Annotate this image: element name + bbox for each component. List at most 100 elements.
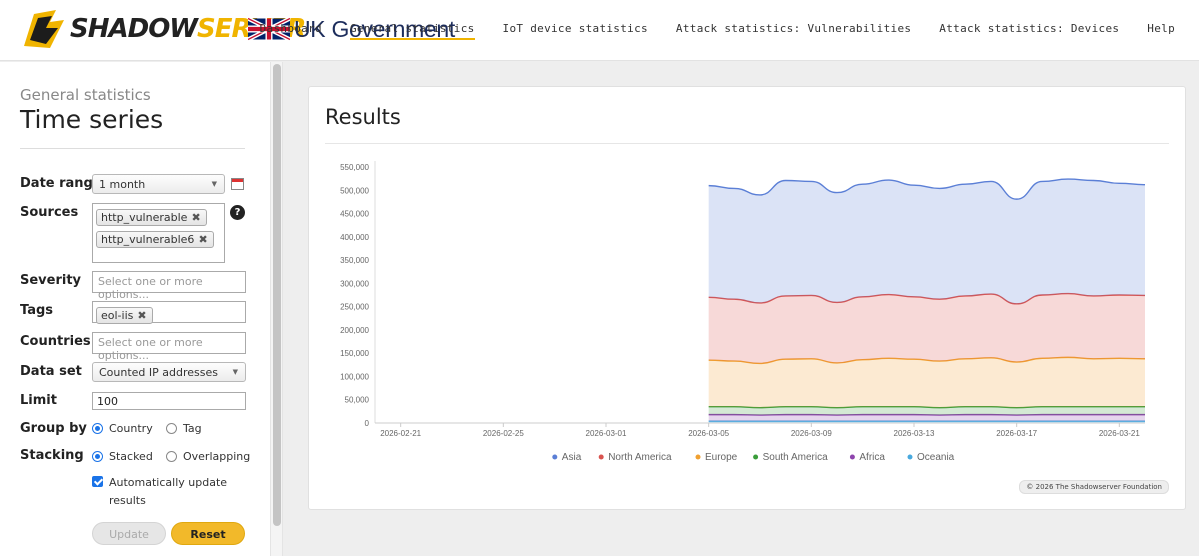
stacking-overlapping[interactable]: Overlapping [166, 450, 250, 463]
tags-label: Tags [20, 303, 54, 318]
area-north-america [708, 293, 1145, 364]
sources-label: Sources [20, 205, 79, 220]
remove-chip-icon[interactable]: ✖ [191, 211, 201, 224]
legend-marker [695, 454, 701, 460]
x-tick-label: 2026-03-21 [1099, 429, 1140, 438]
x-tick-label: 2026-03-09 [791, 429, 832, 438]
legend-marker [552, 454, 558, 460]
y-tick-label: 50,000 [345, 396, 370, 405]
stacking-label: Stacking [20, 448, 84, 463]
data-set-select[interactable]: Counted IP addresses ▼ [92, 362, 246, 382]
radio-button[interactable] [92, 451, 103, 462]
group-by-country[interactable]: Country [92, 422, 153, 435]
radio-label: Stacked [109, 450, 153, 463]
auto-update-label: Automatically update results [109, 476, 228, 507]
shadowserver-mark-icon [24, 10, 64, 48]
remove-chip-icon[interactable]: ✖ [198, 233, 208, 246]
results-divider [325, 143, 1169, 144]
legend-marker [598, 454, 604, 460]
help-icon[interactable]: ? [230, 205, 245, 220]
time-series-chart: 0 50,000 100,000 150,000 200,000 250,000 300,0… [340, 161, 1146, 463]
x-tick-label: 2026-02-21 [380, 429, 421, 438]
nav-attack-vulnerabilities[interactable]: Attack statistics: Vulnerabilities [675, 22, 912, 35]
legend-marker [849, 454, 855, 460]
remove-chip-icon[interactable]: ✖ [137, 309, 147, 322]
nav-attack-devices[interactable]: Attack statistics: Devices [939, 22, 1120, 35]
radio-label: Tag [183, 422, 202, 435]
page-title: Time series [20, 105, 164, 134]
y-tick-label: 0 [365, 419, 370, 428]
y-tick-label: 200,000 [340, 326, 369, 335]
x-tick-label: 2026-03-17 [996, 429, 1037, 438]
results-title: Results [325, 105, 401, 129]
results-panel: Results 0 50,000 100,000 150,000 200,000 250,… [308, 86, 1186, 510]
main-nav: Dashboard General statistics IoT device … [260, 22, 1175, 40]
stacking-stacked[interactable]: Stacked [92, 450, 153, 463]
auto-update-checkbox[interactable] [92, 476, 103, 487]
limit-input[interactable]: 100 [92, 392, 246, 410]
source-chip-label: http_vulnerable [101, 211, 188, 224]
nav-dashboard[interactable]: Dashboard [259, 22, 322, 35]
tag-chip: eol-iis ✖ [96, 307, 153, 324]
sidebar-scrollbar[interactable] [270, 62, 283, 556]
uk-government-logo: UK Government [248, 14, 455, 44]
y-tick-label: 350,000 [340, 256, 369, 265]
y-tick-label: 400,000 [340, 233, 369, 242]
legend-label: South America [763, 452, 828, 463]
sources-multiselect[interactable]: http_vulnerable ✖ http_vulnerable6 ✖ [92, 203, 225, 263]
line-europe [708, 356, 1146, 365]
severity-input[interactable]: Select one or more options... [92, 271, 246, 301]
y-tick-label: 100,000 [340, 372, 369, 381]
tags-multiselect[interactable]: eol-iis ✖ [92, 301, 246, 324]
radio-button[interactable] [166, 451, 177, 462]
calendar-icon[interactable] [231, 178, 244, 190]
radio-button[interactable] [92, 423, 103, 434]
legend-label: North America [608, 452, 672, 463]
date-range-label: Date range [20, 176, 102, 191]
group-by-tag[interactable]: Tag [166, 422, 202, 435]
limit-label: Limit [20, 393, 57, 408]
area-europe [708, 357, 1145, 408]
radio-label: Overlapping [183, 450, 251, 463]
line-asia [708, 178, 1146, 200]
y-tick-label: 150,000 [340, 349, 369, 358]
source-chip: http_vulnerable6 ✖ [96, 231, 214, 248]
radio-label: Country [109, 422, 153, 435]
data-set-label: Data set [20, 364, 82, 379]
y-tick-label: 550,000 [340, 163, 369, 172]
x-tick-label: 2026-03-05 [688, 429, 729, 438]
countries-label: Countries [20, 334, 91, 349]
nav-help[interactable]: Help [1147, 22, 1175, 35]
nav-iot-device-statistics[interactable]: IoT device statistics [502, 22, 648, 35]
scrollbar-thumb[interactable] [273, 64, 281, 526]
data-set-value: Counted IP addresses [99, 366, 219, 379]
radio-button[interactable] [166, 423, 177, 434]
countries-input[interactable]: Select one or more options... [92, 332, 246, 362]
line-south-america [708, 406, 1145, 409]
copyright-credit: © 2026 The Shadowserver Foundation [1019, 480, 1169, 494]
line-north-america [708, 292, 1146, 305]
update-button[interactable]: Update [92, 522, 166, 545]
source-chip: http_vulnerable ✖ [96, 209, 207, 226]
legend-label: Europe [705, 452, 738, 463]
severity-label: Severity [20, 273, 82, 288]
nav-general-statistics[interactable]: General statistics [349, 22, 475, 40]
reset-button[interactable]: Reset [171, 522, 245, 545]
y-tick-label: 250,000 [340, 303, 369, 312]
legend-label: Asia [562, 452, 582, 463]
area-south-america [708, 406, 1145, 416]
legend-label: Oceania [917, 452, 955, 463]
x-tick-label: 2026-03-13 [894, 429, 935, 438]
x-tick-label: 2026-02-25 [483, 429, 524, 438]
y-tick-label: 500,000 [340, 186, 369, 195]
y-tick-label: 450,000 [340, 210, 369, 219]
union-jack-icon [248, 16, 290, 42]
source-chip-label: http_vulnerable6 [101, 233, 195, 246]
date-range-select[interactable]: 1 month ▼ [92, 174, 225, 194]
chevron-down-icon: ▼ [211, 180, 217, 188]
breadcrumb: General statistics [20, 86, 151, 104]
area-africa [708, 414, 1145, 422]
sidebar-divider [20, 148, 245, 149]
legend-marker [907, 454, 913, 460]
group-by-label: Group by [20, 421, 87, 436]
